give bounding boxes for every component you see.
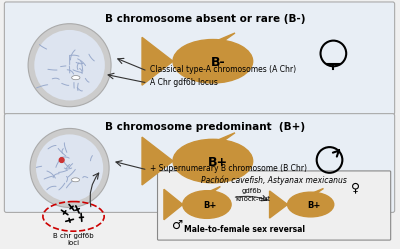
Text: B+: B+ — [204, 201, 217, 210]
Text: Male-to-female sex reversal: Male-to-female sex reversal — [184, 225, 305, 234]
Ellipse shape — [173, 40, 253, 83]
Polygon shape — [207, 33, 235, 45]
Ellipse shape — [288, 192, 334, 217]
Polygon shape — [164, 189, 183, 220]
FancyBboxPatch shape — [4, 114, 395, 212]
Text: B chromosome absent or rare (B-): B chromosome absent or rare (B-) — [105, 14, 305, 24]
FancyBboxPatch shape — [158, 171, 391, 240]
Text: B+: B+ — [307, 201, 320, 210]
Circle shape — [28, 24, 111, 107]
Polygon shape — [270, 191, 288, 218]
Polygon shape — [308, 188, 324, 195]
Text: B chr gdf6b
loci: B chr gdf6b loci — [53, 233, 94, 246]
Circle shape — [59, 158, 64, 162]
FancyBboxPatch shape — [4, 2, 395, 115]
Circle shape — [30, 128, 109, 207]
Ellipse shape — [72, 178, 80, 182]
Ellipse shape — [72, 76, 80, 80]
Polygon shape — [142, 137, 173, 185]
Text: ♀: ♀ — [350, 181, 360, 194]
Text: A Chr gdf6b locus: A Chr gdf6b locus — [150, 77, 218, 86]
Text: ♂: ♂ — [172, 219, 183, 232]
Text: B+: B+ — [208, 156, 228, 169]
Text: + Supernumerary B chromosome (B Chr): + Supernumerary B chromosome (B Chr) — [150, 164, 307, 174]
Ellipse shape — [173, 139, 253, 183]
Text: Classical type-A chromosomes (A Chr): Classical type-A chromosomes (A Chr) — [150, 65, 296, 74]
Text: B-: B- — [211, 56, 226, 69]
Ellipse shape — [183, 191, 231, 218]
Polygon shape — [207, 133, 235, 144]
Text: Pachón cavefish, Astyanax mexicanus: Pachón cavefish, Astyanax mexicanus — [201, 176, 347, 185]
Text: gdf6b: gdf6b — [241, 188, 262, 194]
Polygon shape — [204, 187, 220, 194]
Polygon shape — [142, 37, 173, 85]
Text: knock-out: knock-out — [236, 195, 271, 202]
Text: B chromosome predominant  (B+): B chromosome predominant (B+) — [105, 122, 305, 131]
Circle shape — [36, 134, 103, 201]
Circle shape — [34, 30, 105, 101]
